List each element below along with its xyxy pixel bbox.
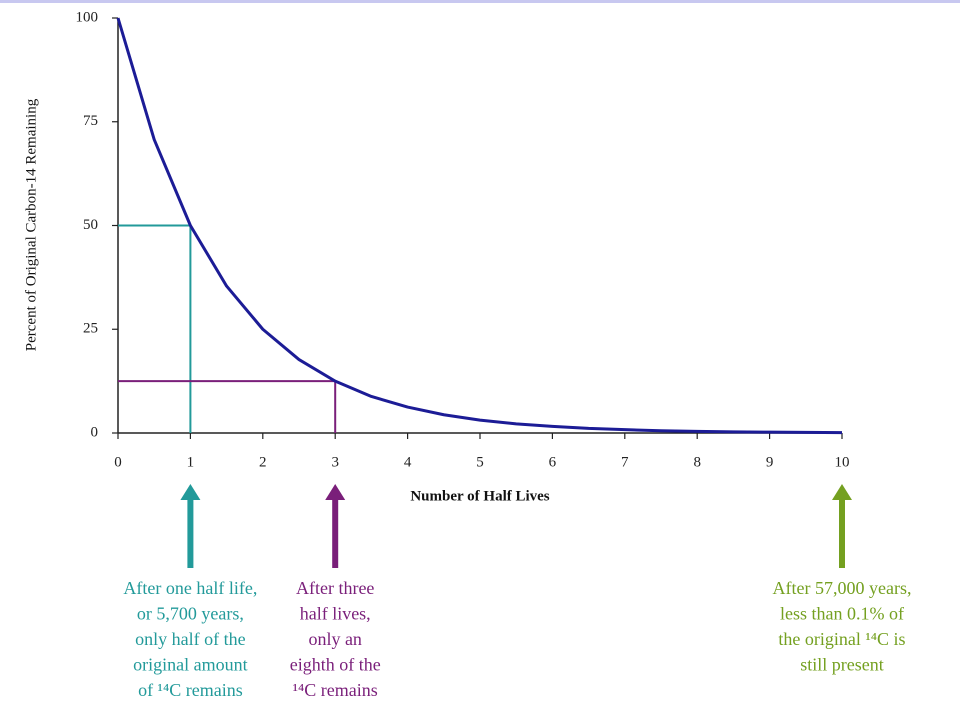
arrow [325,484,346,568]
y-tick-label: 100 [76,9,99,25]
top-band [0,0,960,3]
annotation-text: half lives, [300,604,371,624]
y-tick-label: 75 [83,113,98,129]
x-tick-label: 0 [114,454,122,470]
x-axis-title: Number of Half Lives [410,488,549,504]
line [116,17,843,435]
annotation-text: eighth of the [290,655,381,675]
annotation-text: ¹⁴C remains [293,680,378,700]
y-tick-label: 0 [91,424,99,440]
x-tick-label: 1 [187,454,195,470]
x-tick-label: 3 [331,454,339,470]
annotation-text: After three [296,578,374,598]
x-tick-label: 2 [259,454,267,470]
y-tick-label: 50 [83,217,98,233]
annotation-text: of ¹⁴C remains [138,680,243,700]
x-tick-label: 6 [549,454,557,470]
y-tick-label: 25 [83,321,98,337]
annotation-text: After 57,000 years, [773,578,912,598]
x-tick-label: 10 [835,454,850,470]
annotation-text: less than 0.1% of [780,604,904,624]
x-tick-label: 5 [476,454,484,470]
annotation-text: still present [800,655,884,675]
annotation-text: After one half life, [123,578,257,598]
arrow [832,484,852,568]
annotation-text: only an [308,629,362,649]
annotation-text: original amount [133,655,247,675]
x-tick-label: 9 [766,454,774,470]
x-tick-label: 8 [693,454,701,470]
x-tick-label: 4 [404,454,412,470]
arrow [180,484,201,568]
annotation-text: only half of the [135,629,245,649]
x-tick-label: 7 [621,454,629,470]
annotation-text: the original ¹⁴C is [778,629,905,649]
y-axis-title: Percent of Original Carbon-14 Remaining [23,98,39,351]
annotation-text: or 5,700 years, [137,604,244,624]
